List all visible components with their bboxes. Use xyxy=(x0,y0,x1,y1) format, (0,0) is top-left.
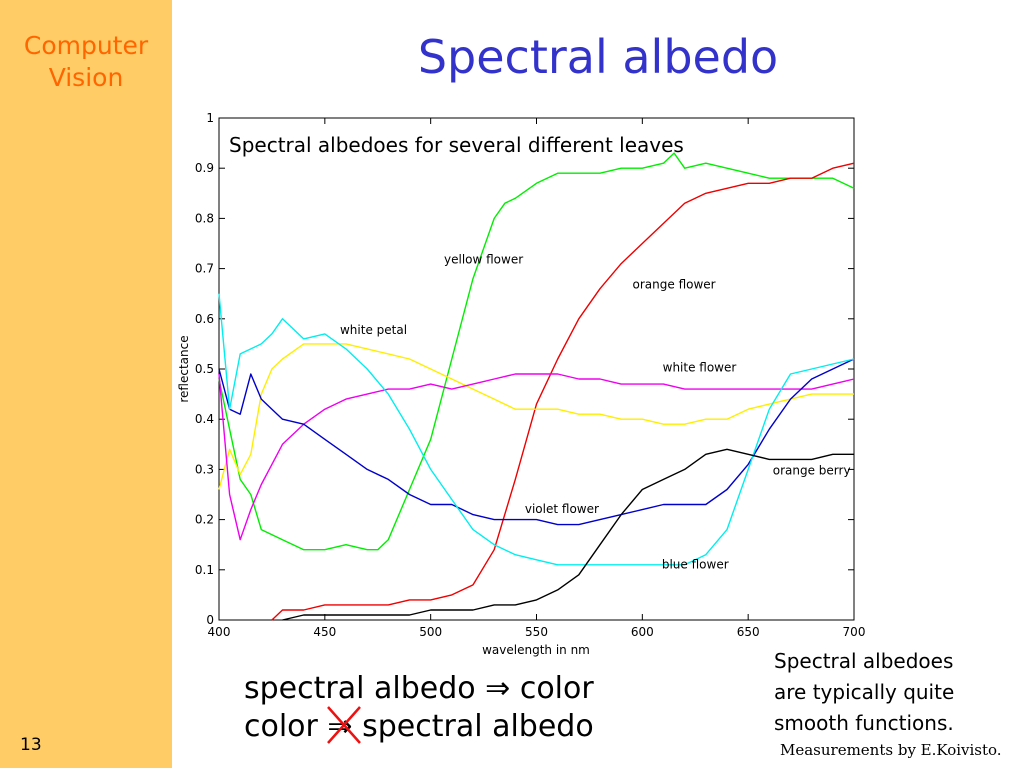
equation-block: spectral albedo ⇒ color color ⇒ spectral… xyxy=(244,670,594,746)
equation-line-2-right: spectral albedo xyxy=(362,709,594,744)
series-line-violet-flower xyxy=(218,358,855,526)
series-line-yellow-flower xyxy=(218,152,855,551)
series-layer xyxy=(218,152,855,621)
series-line-orange-flower xyxy=(271,162,855,621)
series-line-blue-flower xyxy=(218,293,855,566)
x-tick-label-5: 650 xyxy=(737,625,760,639)
x-tick-label-6: 700 xyxy=(843,625,866,639)
plot-area xyxy=(218,117,855,621)
brand-line-1: Computer xyxy=(23,31,149,60)
equation-line-1-right: color xyxy=(519,671,594,706)
equation-line-1-left: spectral albedo xyxy=(244,671,476,706)
y-tick-label-5: 0.5 xyxy=(195,362,214,376)
series-label-white-petal: white petal xyxy=(340,323,407,337)
x-tick-label-3: 550 xyxy=(525,625,548,639)
series-label-violet-flower: violet flower xyxy=(525,502,599,516)
series-label-white-flower: white flower xyxy=(663,361,737,375)
x-tick-label-2: 500 xyxy=(419,625,442,639)
series-line-orange-berry xyxy=(282,448,854,621)
x-axis-label: wavelength in nm xyxy=(482,643,590,657)
side-note: Spectral albedoes are typically quite sm… xyxy=(774,646,954,739)
y-tick-label-0: 0 xyxy=(206,613,214,627)
implies-arrow: ⇒ xyxy=(485,671,511,706)
sidebar: Computer Vision 13 xyxy=(0,0,172,768)
annotation-layer: yellow flower orange flower white petal whi… xyxy=(340,253,851,572)
y-axis-label: reflectance xyxy=(177,335,191,402)
x-tick-label-0: 400 xyxy=(208,625,231,639)
struck-arrow: ⇒ xyxy=(327,706,362,746)
y-tick-label-3: 0.3 xyxy=(195,462,214,476)
note-line-1: Spectral albedoes xyxy=(774,649,954,673)
x-tick-label-4: 600 xyxy=(631,625,654,639)
series-label-yellow-flower: yellow flower xyxy=(444,253,523,267)
equation-line-2-left: color xyxy=(244,709,318,744)
brand-line-2: Vision xyxy=(48,63,124,92)
credit-text: Measurements by E.Koivisto. xyxy=(780,741,1002,759)
y-tick-label-6: 0.6 xyxy=(195,312,214,326)
equation-line-1: spectral albedo ⇒ color xyxy=(244,670,594,708)
y-tick-label-4: 0.4 xyxy=(195,412,214,426)
equation-line-2: color ⇒ spectral albedo xyxy=(244,706,594,746)
page-number: 13 xyxy=(20,735,42,755)
y-tick-label-9: 0.9 xyxy=(195,161,214,175)
y-tick-label-7: 0.7 xyxy=(195,262,214,276)
axis-ticks: 400 450 500 550 600 650 700 0 0.1 0.2 0.3 0.4 0.5 0.6… xyxy=(195,111,866,639)
series-line-white-petal xyxy=(218,343,854,490)
x-tick-label-1: 450 xyxy=(313,625,336,639)
series-label-orange-flower: orange flower xyxy=(633,278,716,292)
strike-x-icon xyxy=(327,706,362,744)
y-tick-label-8: 0.8 xyxy=(195,211,214,225)
y-tick-label-10: 1 xyxy=(206,111,214,125)
series-line-white-flower xyxy=(218,373,855,541)
brand-label: Computer Vision xyxy=(0,30,172,94)
chart-title: Spectral albedoes for several different … xyxy=(229,133,684,157)
y-tick-label-2: 0.2 xyxy=(195,513,214,527)
series-label-blue-flower: blue flower xyxy=(662,557,729,571)
note-line-2: are typically quite xyxy=(774,680,955,704)
y-tick-label-1: 0.1 xyxy=(195,563,214,577)
note-line-3: smooth functions. xyxy=(774,711,954,735)
series-label-orange-berry: orange berry xyxy=(773,463,851,477)
slide-title: Spectral albedo xyxy=(417,30,779,84)
